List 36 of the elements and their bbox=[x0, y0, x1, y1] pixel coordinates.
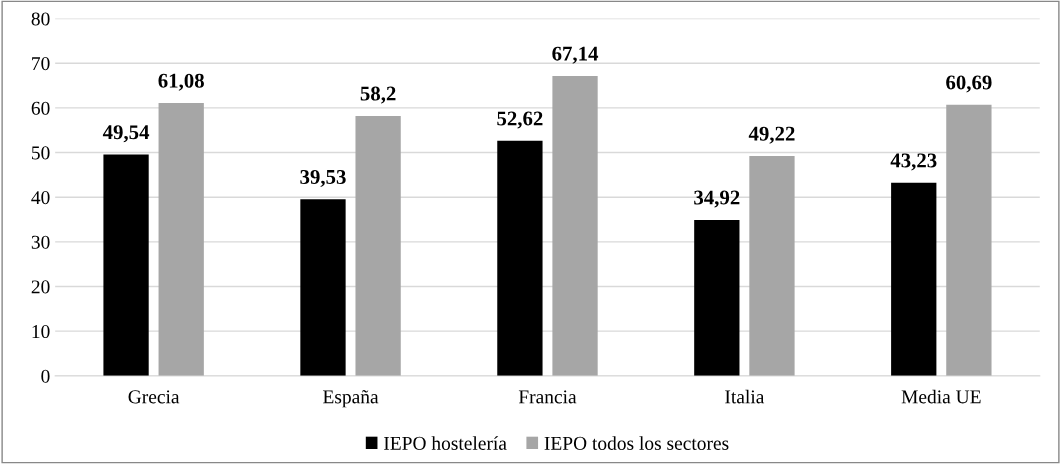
y-tick-label: 80 bbox=[31, 12, 50, 26]
y-tick-label: 20 bbox=[31, 280, 50, 294]
data-label: 49,54 bbox=[102, 125, 150, 143]
data-label: 49,22 bbox=[748, 126, 795, 144]
data-label: 67,14 bbox=[552, 46, 599, 64]
legend-label: IEPO todos los sectores bbox=[544, 436, 729, 450]
bar bbox=[497, 140, 543, 376]
y-tick-label: 50 bbox=[32, 146, 50, 160]
data-label: 60,69 bbox=[946, 75, 992, 93]
y-tick-label: 70 bbox=[32, 57, 50, 71]
data-label: 58,2 bbox=[360, 86, 396, 104]
x-tick-label: España bbox=[323, 390, 379, 408]
data-label: 61,08 bbox=[158, 73, 204, 91]
data-label: 43,23 bbox=[890, 153, 937, 171]
data-label: 34,92 bbox=[694, 190, 740, 208]
x-tick-label: Media UE bbox=[901, 389, 981, 404]
bar bbox=[300, 199, 346, 376]
y-tick-label: 10 bbox=[32, 325, 50, 339]
bar bbox=[552, 75, 598, 376]
y-tick-label: 0 bbox=[41, 369, 50, 383]
y-tick-label: 30 bbox=[31, 235, 50, 249]
bar bbox=[946, 104, 992, 376]
legend-label: IEPO hostelería bbox=[384, 436, 507, 450]
bar bbox=[103, 154, 149, 376]
x-tick-label: Grecia bbox=[128, 390, 180, 404]
x-tick-label: Francia bbox=[518, 390, 577, 404]
bar bbox=[749, 156, 795, 376]
x-tick-label: Italia bbox=[725, 389, 765, 404]
y-tick-label: 40 bbox=[31, 191, 50, 205]
data-label: 39,53 bbox=[300, 169, 346, 187]
data-label: 52,62 bbox=[497, 111, 543, 129]
bar bbox=[158, 103, 204, 376]
bar bbox=[891, 182, 937, 376]
bar bbox=[694, 219, 740, 376]
y-tick-label: 60 bbox=[31, 101, 50, 115]
bar bbox=[355, 115, 401, 376]
